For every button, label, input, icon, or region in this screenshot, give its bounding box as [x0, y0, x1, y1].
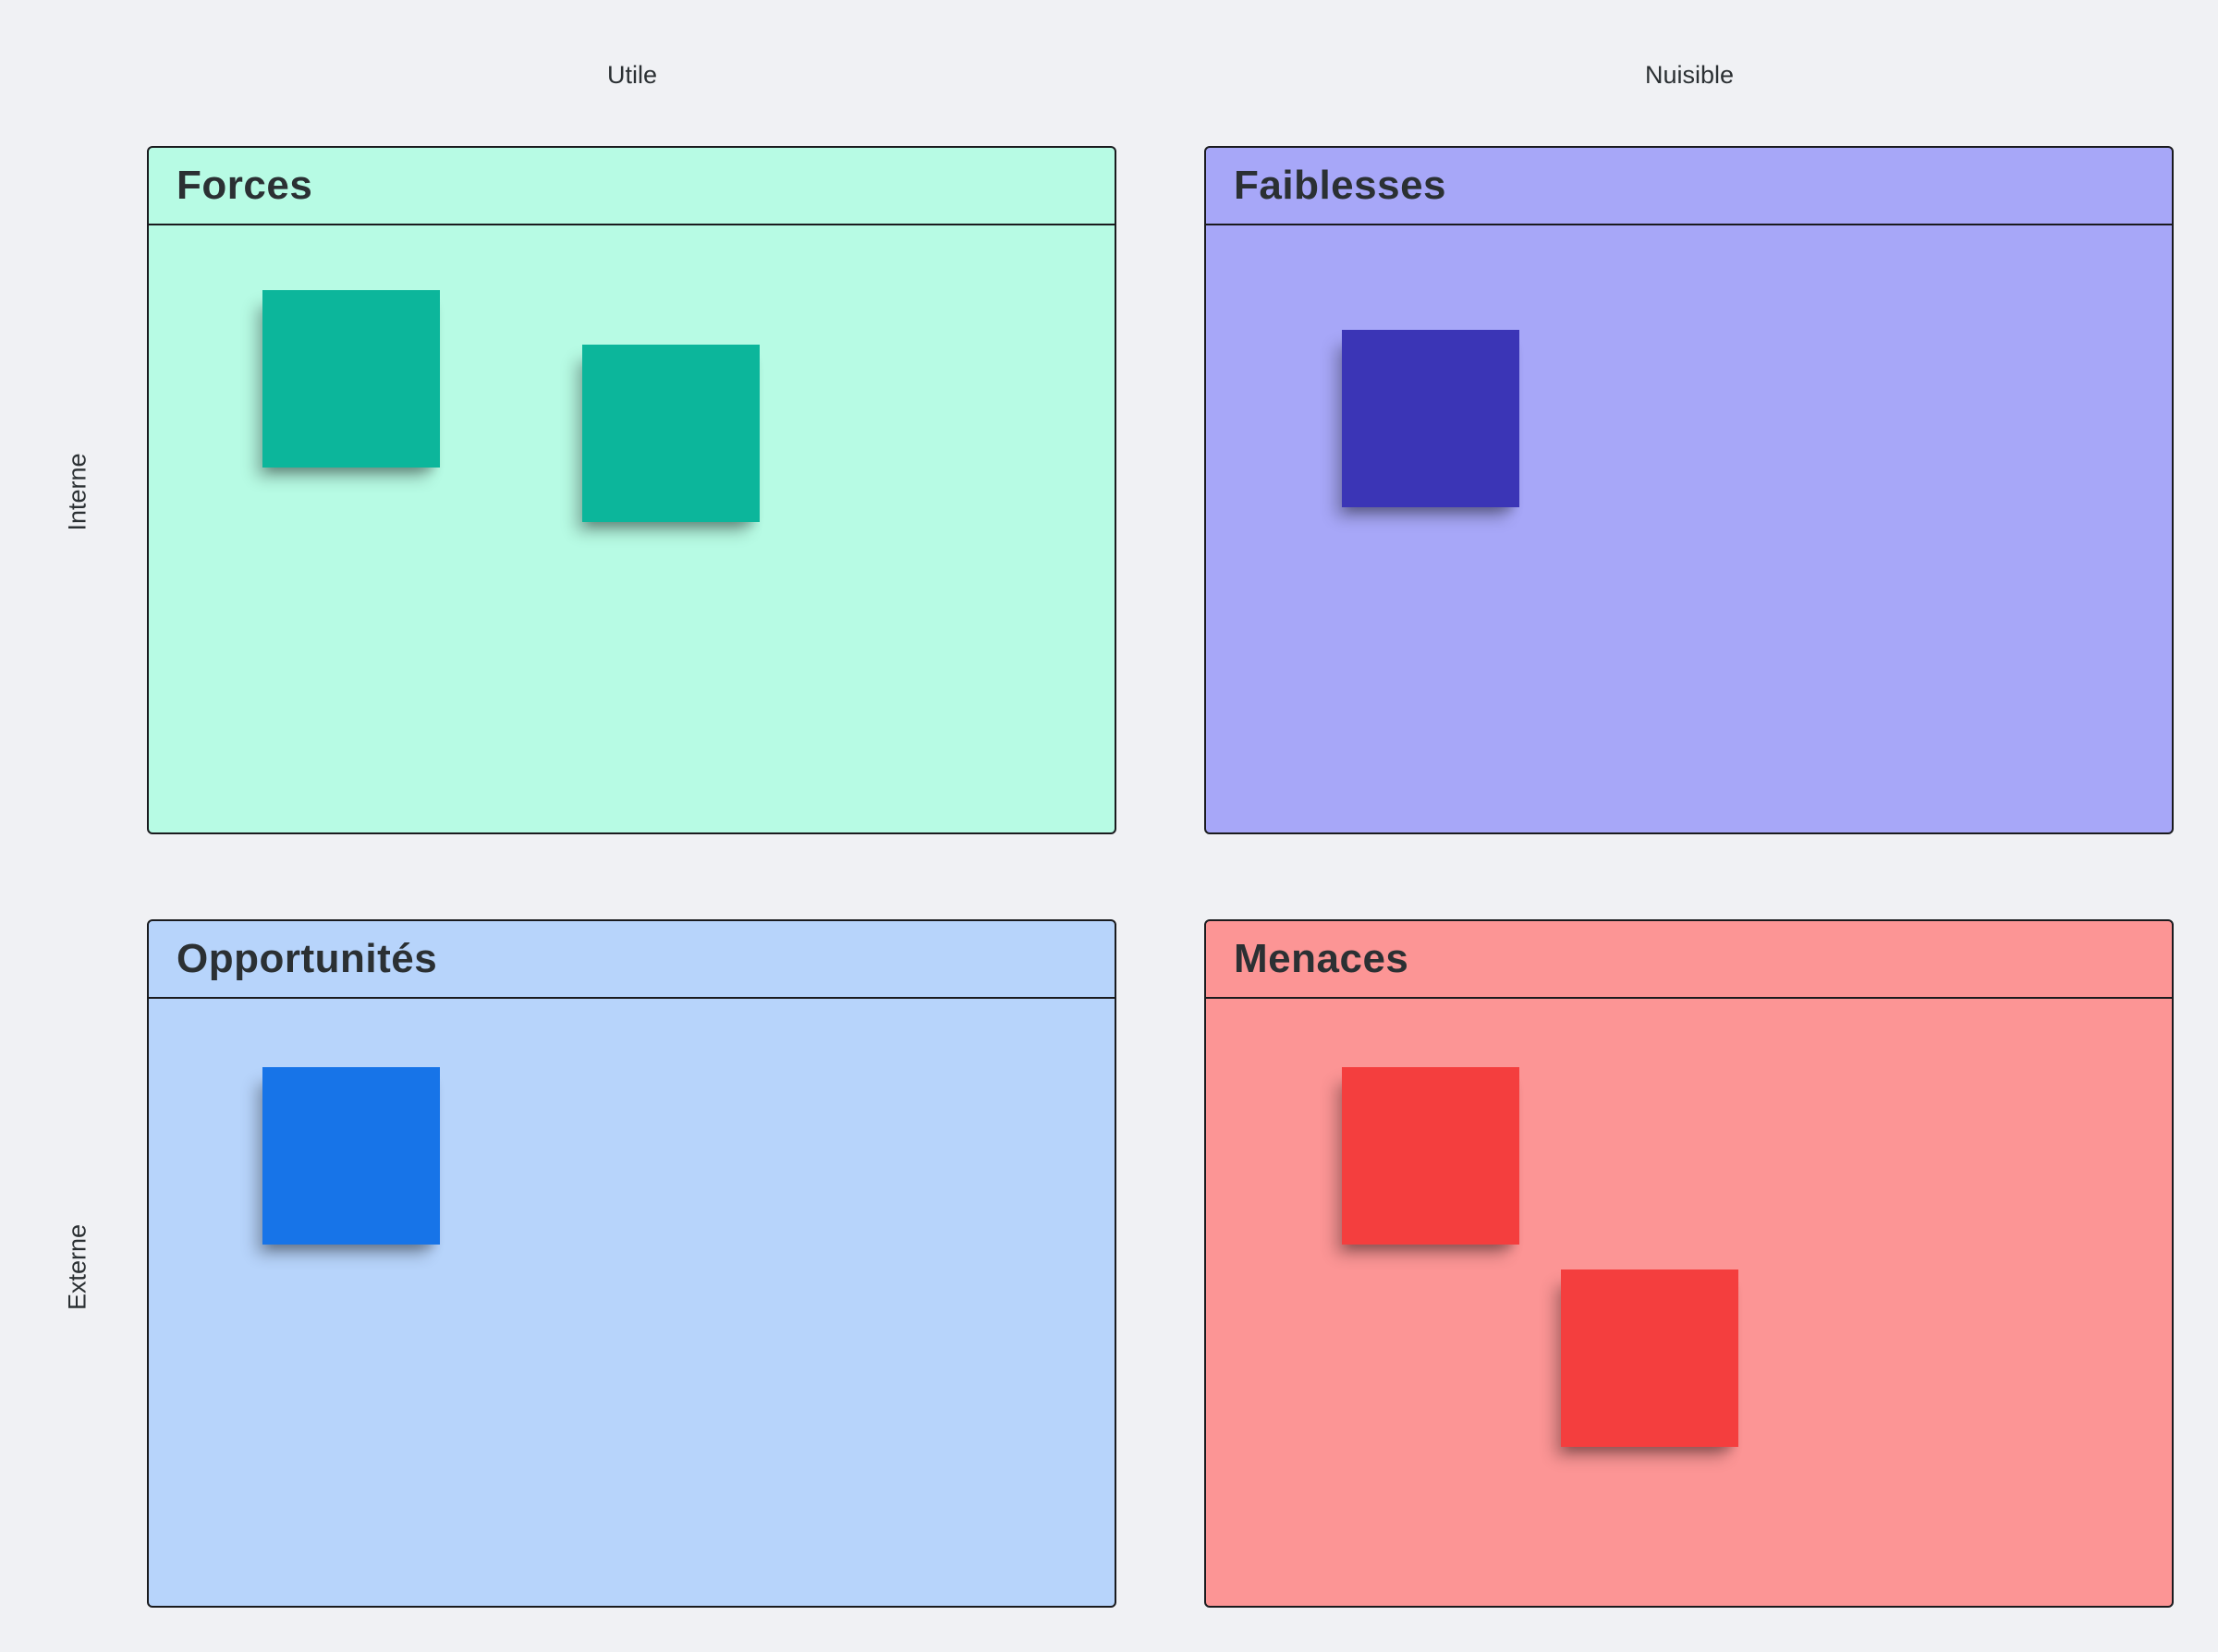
sticky-note[interactable] [1342, 330, 1519, 507]
quadrant-menaces-header: Menaces [1206, 921, 2172, 999]
sticky-note[interactable] [1342, 1067, 1519, 1245]
quadrant-opportunites-notes [149, 921, 1115, 1606]
axis-label-nuisible: Nuisible [1644, 61, 1735, 89]
quadrant-faiblesses-header: Faiblesses [1206, 148, 2172, 225]
quadrant-opportunites-title: Opportunités [177, 936, 438, 981]
sticky-note[interactable] [1561, 1269, 1738, 1447]
sticky-note[interactable] [262, 290, 440, 468]
axis-label-externe: Externe [63, 1223, 91, 1311]
quadrant-forces-title: Forces [177, 163, 313, 208]
sticky-note[interactable] [262, 1067, 440, 1245]
quadrant-opportunites-header: Opportunités [149, 921, 1115, 999]
quadrant-forces-header: Forces [149, 148, 1115, 225]
quadrant-forces[interactable]: Forces [147, 146, 1116, 834]
axis-label-interne: Interne [63, 453, 91, 531]
quadrant-faiblesses-title: Faiblesses [1234, 163, 1447, 208]
quadrant-faiblesses[interactable]: Faiblesses [1204, 146, 2174, 834]
quadrant-menaces-title: Menaces [1234, 936, 1409, 981]
quadrant-forces-notes [149, 148, 1115, 832]
axis-label-utile: Utile [606, 61, 658, 89]
quadrant-faiblesses-notes [1206, 148, 2172, 832]
quadrant-menaces-notes [1206, 921, 2172, 1606]
quadrant-menaces[interactable]: Menaces [1204, 919, 2174, 1608]
quadrant-opportunites[interactable]: Opportunités [147, 919, 1116, 1608]
sticky-note[interactable] [582, 345, 760, 522]
